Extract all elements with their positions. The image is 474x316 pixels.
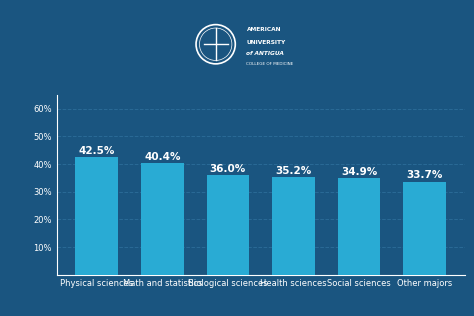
Bar — [338, 178, 381, 275]
Bar — [75, 157, 118, 275]
Bar — [207, 175, 249, 275]
Text: 36.0%: 36.0% — [210, 164, 246, 174]
Text: 40.4%: 40.4% — [144, 152, 181, 161]
Text: COLLEGE OF MEDICINE: COLLEGE OF MEDICINE — [246, 62, 294, 66]
Text: UNIVERSITY: UNIVERSITY — [246, 40, 286, 45]
Bar — [403, 181, 446, 275]
Text: AMERICAN: AMERICAN — [246, 27, 281, 32]
Text: of ANTIGUA: of ANTIGUA — [246, 51, 284, 56]
Text: 42.5%: 42.5% — [79, 146, 115, 156]
Text: 35.2%: 35.2% — [275, 166, 311, 176]
Bar — [141, 163, 183, 275]
Bar — [272, 177, 315, 275]
Text: 34.9%: 34.9% — [341, 167, 377, 177]
Text: 33.7%: 33.7% — [407, 170, 443, 180]
